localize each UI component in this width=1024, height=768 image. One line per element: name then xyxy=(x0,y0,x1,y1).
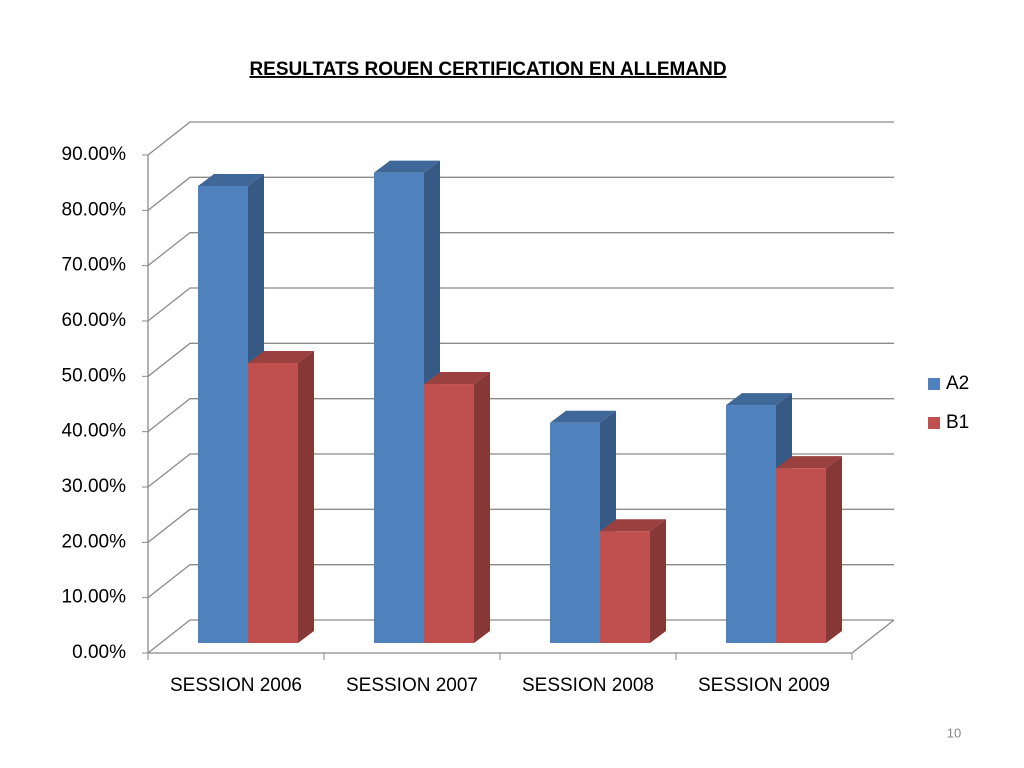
page-number: 10 xyxy=(947,725,961,740)
bar-top xyxy=(550,410,616,423)
legend-swatch xyxy=(928,417,940,429)
y-tick-label: 0.00% xyxy=(72,642,126,663)
bar-top xyxy=(726,393,792,406)
y-tick-label: 30.00% xyxy=(62,476,127,497)
bar xyxy=(726,405,776,643)
grid-line xyxy=(147,176,894,211)
grid-line xyxy=(147,287,894,322)
x-tick-label: SESSION 2009 xyxy=(698,675,830,696)
bar xyxy=(198,185,248,644)
legend-label: A2 xyxy=(946,373,969,394)
bar xyxy=(600,531,650,643)
legend-label: B1 xyxy=(946,412,969,433)
y-tick-label: 80.00% xyxy=(62,199,127,220)
x-tick-label: SESSION 2006 xyxy=(170,675,302,696)
y-tick-label: 50.00% xyxy=(62,365,127,386)
bar-top xyxy=(198,173,264,186)
bar xyxy=(424,384,474,643)
grid-line xyxy=(147,508,894,543)
bar-top xyxy=(424,372,490,385)
chart-title: RESULTATS ROUEN CERTIFICATION EN ALLEMAN… xyxy=(249,59,726,80)
bar-top xyxy=(374,160,440,173)
y-tick-label: 60.00% xyxy=(62,310,127,331)
bar-side xyxy=(650,519,666,643)
grid-line xyxy=(147,121,894,156)
bar xyxy=(248,363,298,643)
x-tick-label: SESSION 2008 xyxy=(522,675,654,696)
x-tick-label: SESSION 2007 xyxy=(346,675,478,696)
y-tick-label: 40.00% xyxy=(62,421,127,442)
bar-side xyxy=(474,372,490,643)
bar-top xyxy=(600,519,666,532)
grid-line xyxy=(147,453,894,488)
grid-line xyxy=(147,398,894,433)
bar-side xyxy=(826,456,842,643)
grid-line xyxy=(147,342,894,377)
bar-top xyxy=(776,456,842,469)
bar xyxy=(550,422,600,643)
y-tick-label: 10.00% xyxy=(62,587,127,608)
grid-line xyxy=(147,232,894,267)
bar xyxy=(374,172,424,643)
bar xyxy=(776,468,826,643)
y-tick-label: 90.00% xyxy=(62,144,127,165)
y-tick-label: 20.00% xyxy=(62,531,127,552)
legend-swatch xyxy=(928,378,940,390)
bar-side xyxy=(298,351,314,643)
bar-top xyxy=(248,351,314,364)
y-tick-label: 70.00% xyxy=(62,255,127,276)
